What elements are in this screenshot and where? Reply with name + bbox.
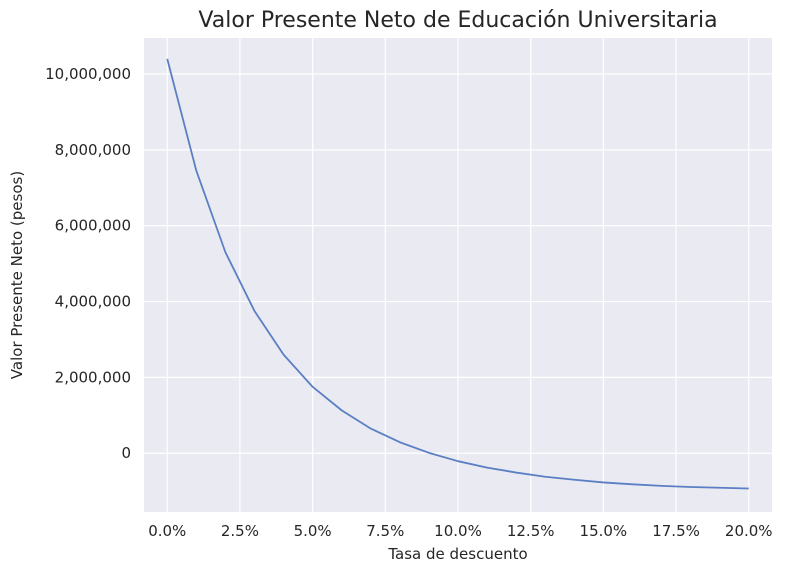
y-axis-label: Valor Presente Neto (pesos) <box>8 171 26 379</box>
x-axis-ticks: 0.0% 2.5% 5.0% 7.5% 10.0% 12.5% 15.0% 17.5% 20.0… <box>148 522 772 540</box>
x-tick-label: 10.0% <box>434 522 482 540</box>
y-tick-label: 4,000,000 <box>55 293 131 311</box>
x-tick-label: 7.5% <box>366 522 404 540</box>
y-tick-label: 2,000,000 <box>55 368 131 386</box>
x-tick-label: 20.0% <box>725 522 773 540</box>
y-tick-label: 10,000,000 <box>45 65 131 83</box>
x-tick-label: 15.0% <box>580 522 628 540</box>
series-line-0 <box>166 58 749 490</box>
y-tick-label: 0 <box>121 444 131 462</box>
x-tick-label: 0.0% <box>148 522 186 540</box>
y-tick-label: 6,000,000 <box>55 217 131 235</box>
y-axis-ticks: 0 2,000,000 4,000,000 6,000,000 8,000,000 10,… <box>45 65 131 462</box>
x-tick-label: 12.5% <box>507 522 555 540</box>
y-tick-label: 8,000,000 <box>55 141 131 159</box>
x-tick-label: 2.5% <box>221 522 259 540</box>
x-tick-label: 17.5% <box>652 522 700 540</box>
series-layer <box>166 58 749 490</box>
grid-lines <box>144 38 772 512</box>
chart-title: Valor Presente Neto de Educación Univers… <box>198 8 717 33</box>
x-tick-label: 5.0% <box>294 522 332 540</box>
x-axis-label: Tasa de descuento <box>387 545 527 563</box>
